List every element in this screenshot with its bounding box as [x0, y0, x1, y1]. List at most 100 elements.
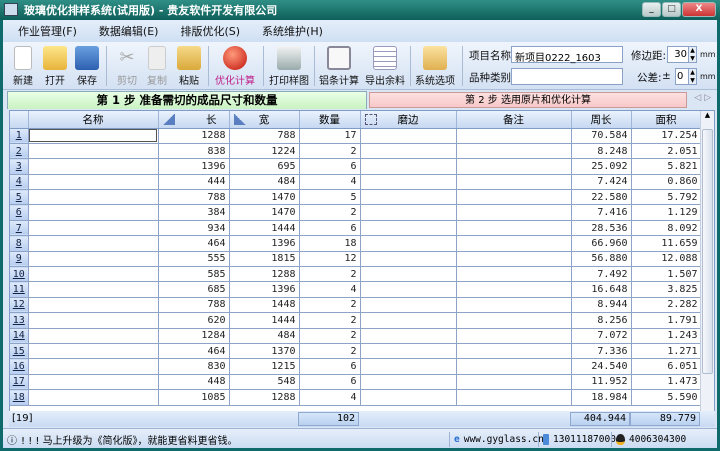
table-row[interactable]: 12 788 1448 2 8.944 2.282 — [10, 297, 702, 314]
area-cell[interactable]: 5.792 — [631, 189, 702, 206]
remark-cell[interactable] — [456, 328, 572, 344]
area-cell[interactable]: 17.254 — [631, 128, 702, 144]
col-header-length[interactable]: 长 — [158, 111, 230, 129]
width-cell[interactable]: 1288 — [229, 266, 300, 283]
length-cell[interactable]: 444 — [158, 174, 230, 191]
edging-cell[interactable] — [360, 251, 457, 268]
new-button[interactable]: 新建 — [5, 46, 41, 87]
project-name-input[interactable]: 新项目0222_1603 — [511, 46, 623, 64]
edging-cell[interactable] — [360, 312, 457, 329]
name-cell[interactable] — [28, 297, 159, 314]
name-cell[interactable] — [28, 128, 159, 144]
area-cell[interactable]: 3.825 — [631, 281, 702, 298]
area-cell[interactable]: 1.473 — [631, 374, 702, 391]
width-cell[interactable]: 1470 — [229, 204, 300, 221]
remark-cell[interactable] — [456, 251, 572, 268]
table-row[interactable]: 15 464 1370 2 7.336 1.271 — [10, 343, 702, 360]
table-row[interactable]: 4 444 484 4 7.424 0.860 — [10, 174, 702, 191]
name-cell[interactable] — [28, 266, 159, 283]
width-cell[interactable]: 484 — [229, 328, 300, 344]
remark-cell[interactable] — [456, 266, 572, 283]
perimeter-cell[interactable]: 11.952 — [571, 374, 632, 391]
copy-button[interactable]: 复制 — [139, 46, 175, 87]
quantity-cell[interactable]: 4 — [299, 281, 361, 298]
edging-cell[interactable] — [360, 281, 457, 298]
remark-cell[interactable] — [456, 189, 572, 206]
area-cell[interactable]: 5.821 — [631, 158, 702, 175]
row-header[interactable]: 9 — [10, 251, 29, 268]
edging-cell[interactable] — [360, 343, 457, 360]
perimeter-cell[interactable]: 66.960 — [571, 235, 632, 252]
col-header-area[interactable]: 面积 — [631, 111, 702, 129]
table-row[interactable]: 1 1288 788 17 70.584 17.254 — [10, 128, 702, 144]
open-button[interactable]: 打开 — [37, 46, 73, 87]
system-options-button[interactable]: 系统选项 — [413, 46, 457, 87]
quantity-cell[interactable]: 4 — [299, 389, 361, 406]
width-cell[interactable]: 1370 — [229, 343, 300, 360]
width-cell[interactable]: 1224 — [229, 143, 300, 160]
length-cell[interactable]: 934 — [158, 220, 230, 237]
width-cell[interactable]: 1444 — [229, 220, 300, 237]
col-header-perimeter[interactable]: 周长 — [571, 111, 632, 129]
menu-system[interactable]: 系统维护(H) — [262, 25, 323, 38]
edging-cell[interactable] — [360, 174, 457, 191]
remark-cell[interactable] — [456, 312, 572, 329]
width-cell[interactable]: 1448 — [229, 297, 300, 314]
length-cell[interactable]: 788 — [158, 189, 230, 206]
name-cell[interactable] — [28, 220, 159, 237]
table-row[interactable]: 11 685 1396 4 16.648 3.825 — [10, 281, 702, 298]
length-cell[interactable]: 464 — [158, 343, 230, 360]
website-panel[interactable]: e www.gyglass.cn — [449, 432, 544, 447]
name-cell[interactable] — [28, 374, 159, 391]
edging-cell[interactable] — [360, 204, 457, 221]
table-row[interactable]: 5 788 1470 5 22.580 5.792 — [10, 189, 702, 206]
perimeter-cell[interactable]: 8.256 — [571, 312, 632, 329]
table-row[interactable]: 18 1085 1288 4 18.984 5.590 — [10, 389, 702, 406]
length-cell[interactable]: 585 — [158, 266, 230, 283]
row-header[interactable]: 7 — [10, 220, 29, 237]
perimeter-cell[interactable]: 7.072 — [571, 328, 632, 344]
name-cell[interactable] — [28, 204, 159, 221]
scroll-up-icon[interactable]: ▲ — [704, 111, 711, 119]
edging-cell[interactable] — [360, 266, 457, 283]
cut-button[interactable]: ✂ 剪切 — [117, 47, 137, 87]
name-cell[interactable] — [28, 235, 159, 252]
name-cell[interactable] — [28, 143, 159, 160]
table-row[interactable]: 14 1284 484 2 7.072 1.243 — [10, 328, 702, 344]
quantity-cell[interactable]: 4 — [299, 174, 361, 191]
quantity-cell[interactable]: 2 — [299, 312, 361, 329]
name-cell[interactable] — [28, 189, 159, 206]
area-cell[interactable]: 12.088 — [631, 251, 702, 268]
width-cell[interactable]: 548 — [229, 374, 300, 391]
name-cell[interactable] — [28, 174, 159, 191]
margin-spinner[interactable]: ▲ ▼ — [688, 46, 697, 63]
perimeter-cell[interactable]: 7.424 — [571, 174, 632, 191]
length-cell[interactable]: 1085 — [158, 389, 230, 406]
vertical-scrollbar[interactable]: ▲ — [700, 111, 714, 424]
table-row[interactable]: 13 620 1444 2 8.256 1.791 — [10, 312, 702, 329]
perimeter-cell[interactable]: 8.944 — [571, 297, 632, 314]
row-header[interactable]: 16 — [10, 358, 29, 375]
edging-cell[interactable] — [360, 189, 457, 206]
remark-cell[interactable] — [456, 204, 572, 221]
name-cell[interactable] — [28, 328, 159, 344]
area-cell[interactable]: 0.860 — [631, 174, 702, 191]
quantity-cell[interactable]: 6 — [299, 374, 361, 391]
width-cell[interactable]: 1396 — [229, 281, 300, 298]
quantity-cell[interactable]: 17 — [299, 128, 361, 144]
step2-tab[interactable]: 第 2 步 选用原片和优化计算 — [369, 92, 687, 108]
col-header-edging[interactable]: 磨边 — [360, 111, 457, 129]
remark-cell[interactable] — [456, 235, 572, 252]
length-cell[interactable]: 685 — [158, 281, 230, 298]
perimeter-cell[interactable]: 25.092 — [571, 158, 632, 175]
edging-cell[interactable] — [360, 220, 457, 237]
remark-cell[interactable] — [456, 220, 572, 237]
width-cell[interactable]: 1470 — [229, 189, 300, 206]
quantity-cell[interactable]: 2 — [299, 328, 361, 344]
quantity-cell[interactable]: 2 — [299, 266, 361, 283]
quantity-cell[interactable]: 2 — [299, 204, 361, 221]
perimeter-cell[interactable]: 18.984 — [571, 389, 632, 406]
maximize-button[interactable]: □ — [662, 2, 681, 17]
scroll-thumb[interactable] — [702, 129, 713, 374]
aluminum-calc-button[interactable]: 铝条计算 — [317, 46, 361, 87]
